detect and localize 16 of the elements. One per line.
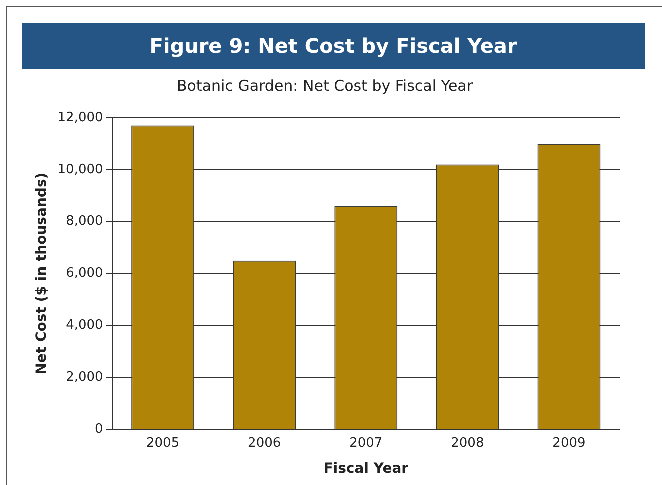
chart-subtitle: Botanic Garden: Net Cost by Fiscal Year <box>176 76 474 95</box>
chart-title: Figure 9: Net Cost by Fiscal Year <box>22 23 645 69</box>
y-tick-label: 4,000 <box>66 318 104 334</box>
x-tick-label: 2009 <box>552 436 586 451</box>
x-tick-label: 2005 <box>146 436 180 451</box>
x-tick-label: 2008 <box>451 436 484 451</box>
y-axis-title: Net Cost ($ in thousands) <box>34 172 50 375</box>
y-tick-label: 0 <box>95 422 104 437</box>
x-tick-label: 2006 <box>248 436 282 451</box>
x-tick-label: 2007 <box>350 436 383 451</box>
y-tick-label: 2,000 <box>66 370 104 386</box>
y-tick-label: 12,000 <box>58 110 104 126</box>
y-tick-label: 6,000 <box>66 266 104 282</box>
x-axis-title: Fiscal Year <box>324 461 409 478</box>
y-tick-label: 8,000 <box>66 214 104 230</box>
y-tick-label: 10,000 <box>58 162 104 178</box>
